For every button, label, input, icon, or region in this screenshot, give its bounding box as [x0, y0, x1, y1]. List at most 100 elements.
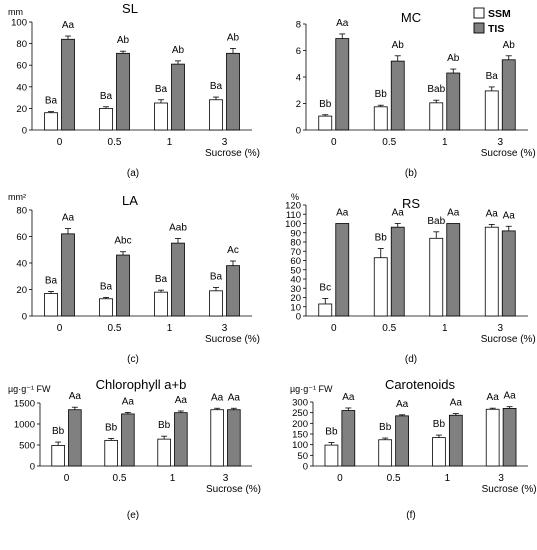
y-unit-label: mm² — [8, 192, 26, 202]
significance-label: Ba — [45, 275, 58, 286]
significance-label: Bb — [433, 419, 446, 430]
y-tick-label: 40 — [290, 275, 301, 286]
bar-ssm — [429, 102, 444, 131]
x-axis-label: Sucrose (%) — [206, 484, 261, 495]
bar-tis — [390, 226, 405, 317]
y-unit-label: % — [291, 192, 299, 202]
x-axis-label: Sucrose (%) — [481, 334, 536, 345]
bar-ssm — [378, 439, 393, 467]
legend-label: TIS — [488, 23, 504, 35]
significance-label: Aa — [336, 208, 349, 219]
significance-label: Bb — [375, 89, 388, 100]
y-tick-label: 0 — [22, 312, 27, 323]
bar-ssm — [373, 106, 388, 131]
significance-label: Ba — [210, 272, 223, 283]
x-tick-label: 3 — [497, 137, 503, 148]
significance-label: Bc — [319, 282, 331, 293]
x-tick-label: 1 — [167, 323, 173, 334]
legend: SSM TIS — [473, 7, 511, 35]
x-tick-label: 1 — [167, 137, 173, 148]
chart-panel-2: MC 0 2 4 6 8 0 Bb Aa 0.5 Bb Ab 1 Bab Ab 3 Ba Ab Sucrose (%… — [296, 10, 536, 179]
significance-label: Bb — [158, 420, 171, 431]
y-tick-label: 0 — [303, 462, 308, 473]
bar-tis — [226, 265, 240, 317]
y-tick-label: 0 — [22, 126, 27, 137]
y-tick-label: 50 — [290, 265, 301, 276]
significance-label: Bb — [375, 232, 388, 243]
x-tick-label: 3 — [222, 323, 228, 334]
x-tick-label: 3 — [497, 323, 503, 334]
x-axis-label: Sucrose (%) — [482, 484, 537, 495]
bar-ssm — [51, 445, 65, 467]
bar-tis — [501, 59, 516, 131]
x-tick-label: 0.5 — [108, 137, 122, 148]
significance-label: Ba — [155, 84, 168, 95]
y-tick-label: 200 — [292, 419, 308, 430]
y-tick-label: 80 — [16, 206, 27, 217]
y-tick-label: 100 — [292, 440, 308, 451]
significance-label: Bb — [52, 426, 65, 437]
chart-title: MC — [401, 10, 421, 25]
x-tick-label: 3 — [498, 473, 504, 484]
significance-label: Ab — [227, 32, 240, 43]
x-axis-label: Sucrose (%) — [481, 148, 536, 159]
bar-ssm — [104, 439, 118, 467]
x-tick-label: 0.5 — [382, 137, 396, 148]
significance-label: Bb — [379, 422, 392, 433]
legend-swatch-tis — [473, 22, 485, 34]
significance-label: Bb — [325, 427, 338, 438]
bar-ssm — [485, 408, 500, 467]
bar-tis — [341, 410, 356, 467]
significance-label: Aa — [228, 392, 241, 403]
bar-tis — [446, 72, 461, 131]
panel-label: (d) — [405, 354, 417, 365]
chart-title: LA — [122, 193, 138, 208]
y-tick-label: 2 — [296, 99, 301, 110]
significance-label: Ba — [45, 96, 58, 107]
x-axis-label: Sucrose (%) — [205, 334, 260, 345]
y-unit-label: µg·g⁻¹ FW — [8, 384, 51, 394]
significance-label: Aa — [450, 398, 463, 409]
y-tick-label: 60 — [16, 61, 27, 72]
y-tick-label: 100 — [285, 219, 301, 230]
significance-label: Aa — [392, 208, 405, 219]
bar-ssm — [324, 444, 339, 467]
bar-ssm — [318, 303, 333, 317]
significance-label: Aa — [342, 392, 355, 403]
y-tick-label: 20 — [16, 104, 27, 115]
x-tick-label: 0.5 — [113, 473, 127, 484]
y-tick-label: 0 — [296, 126, 301, 137]
x-tick-label: 0 — [57, 137, 63, 148]
legend-swatch-ssm — [473, 7, 485, 19]
significance-label: Ba — [210, 81, 223, 92]
y-tick-label: 80 — [16, 39, 27, 50]
y-unit-label: µg·g⁻¹ FW — [290, 384, 333, 394]
bar-tis — [61, 38, 75, 131]
significance-label: Ab — [172, 45, 185, 56]
bar-ssm — [209, 99, 223, 131]
bar-ssm — [484, 226, 499, 317]
x-tick-label: 1 — [442, 323, 448, 334]
y-tick-label: 120 — [285, 201, 301, 212]
x-tick-label: 0.5 — [108, 323, 122, 334]
x-tick-label: 0.5 — [387, 473, 401, 484]
bar-tis — [502, 407, 517, 467]
bar-ssm — [432, 437, 446, 467]
y-tick-label: 90 — [290, 228, 301, 239]
y-tick-label: 500 — [19, 441, 35, 452]
x-tick-label: 0 — [331, 137, 337, 148]
legend-label: SSM — [488, 8, 511, 20]
bar-tis — [61, 233, 75, 317]
bar-tis — [116, 52, 130, 131]
y-tick-label: 60 — [16, 232, 27, 243]
bar-tis — [335, 38, 350, 131]
x-tick-label: 0 — [337, 473, 343, 484]
y-tick-label: 20 — [16, 285, 27, 296]
significance-label: Aa — [211, 392, 224, 403]
significance-label: Ba — [100, 91, 113, 102]
bar-tis — [390, 60, 405, 131]
y-tick-label: 6 — [296, 46, 301, 57]
x-tick-label: 3 — [223, 473, 229, 484]
